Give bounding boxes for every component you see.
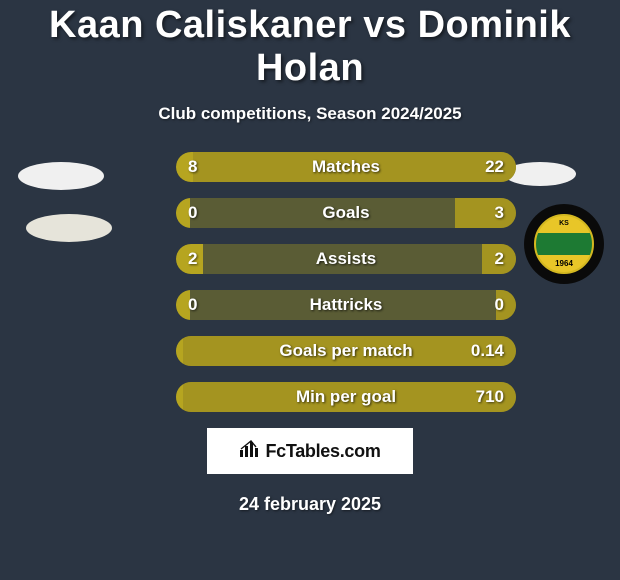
date-label: 24 february 2025 (0, 494, 620, 515)
stat-row: 822Matches (176, 152, 516, 182)
subtitle: Club competitions, Season 2024/2025 (0, 104, 620, 124)
player1-club-placeholder-2 (26, 214, 112, 242)
page-title: Kaan Caliskaner vs Dominik Holan (0, 0, 620, 90)
stat-label: Goals (176, 198, 516, 228)
stat-rows: 822Matches 03Goals 22Assists 00Hattricks 0.1… (176, 152, 516, 412)
stats-area: KS 1964 822Matches 03Goals 22Assists 00Hatt… (0, 152, 620, 412)
brand-text: FcTables.com (265, 441, 380, 462)
stat-label: Assists (176, 244, 516, 274)
club-badge-year: 1964 (536, 259, 592, 268)
player1-club-placeholder-1 (18, 162, 104, 190)
stat-row: 710Min per goal (176, 382, 516, 412)
stat-row: 22Assists (176, 244, 516, 274)
club-badge-shield-icon: KS 1964 (534, 214, 594, 274)
stat-label: Min per goal (176, 382, 516, 412)
bars-logo-icon (239, 440, 261, 463)
club-badge-abbr: KS (536, 220, 592, 227)
stat-label: Matches (176, 152, 516, 182)
stat-label: Hattricks (176, 290, 516, 320)
stat-row: 0.14Goals per match (176, 336, 516, 366)
stat-label: Goals per match (176, 336, 516, 366)
player2-club-badge: KS 1964 (524, 204, 604, 284)
stat-row: 03Goals (176, 198, 516, 228)
brand-box[interactable]: FcTables.com (207, 428, 413, 474)
stat-row: 00Hattricks (176, 290, 516, 320)
